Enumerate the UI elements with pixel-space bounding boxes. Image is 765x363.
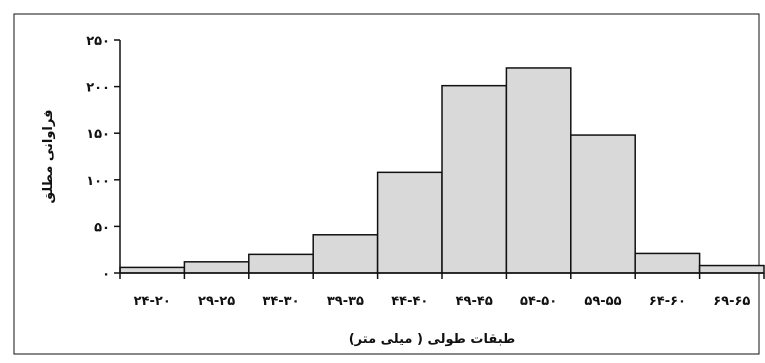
bar-9 [634,252,701,274]
x-tick-label: ۲۹-۲۵ [198,294,235,309]
bar-3 [248,253,314,274]
x-tick-label: ۵۹-۵۵ [584,294,621,309]
figure-border [13,13,760,355]
bar-2 [183,261,250,274]
x-tick-label: ۶۴-۶۰ [649,294,686,309]
bar-4 [312,234,379,274]
y-tick-label: ۱۰۰ [86,174,110,189]
y-axis-title: فراوانی مطلق [41,110,56,204]
x-tick-label: ۴۴-۴۰ [391,294,428,309]
bars-group [119,67,765,274]
y-tick-label: ۰ [102,267,110,282]
x-tick-label: ۵۴-۵۰ [520,294,557,309]
bar-6 [441,84,508,274]
x-ticks-group: ۲۴-۲۰ ۲۹-۲۵ ۳۴-۳۰ ۳۹-۳۵ ۴۴-۴۰ ۴۹-۴۵ ۵۴-۵۰ ۵۹-۵۵… [119,273,765,309]
y-tick-label: ۵۰ [94,220,110,235]
x-tick-label: ۴۹-۴۵ [456,294,493,309]
x-tick-label: ۳۴-۳۰ [262,294,299,309]
y-tick-label: ۲۵۰ [86,34,110,49]
x-tick-label: ۲۴-۲۰ [134,294,171,309]
bar-8 [570,134,636,274]
bar-7 [505,67,572,274]
x-tick-label: ۶۹-۶۵ [713,294,750,309]
bar-10 [698,264,765,274]
bar-1 [119,266,186,274]
y-tick-label: ۲۰۰ [86,81,110,96]
x-axis-title: طبقات طولی ( میلی متر) [349,332,516,347]
y-tick-label: ۱۵۰ [86,127,110,142]
bar-5 [376,171,443,274]
x-tick-label: ۳۹-۳۵ [327,294,364,309]
y-ticks-group: ۰ ۵۰ ۱۰۰ ۱۵۰ ۲۰۰ ۲۵۰ [86,34,120,282]
